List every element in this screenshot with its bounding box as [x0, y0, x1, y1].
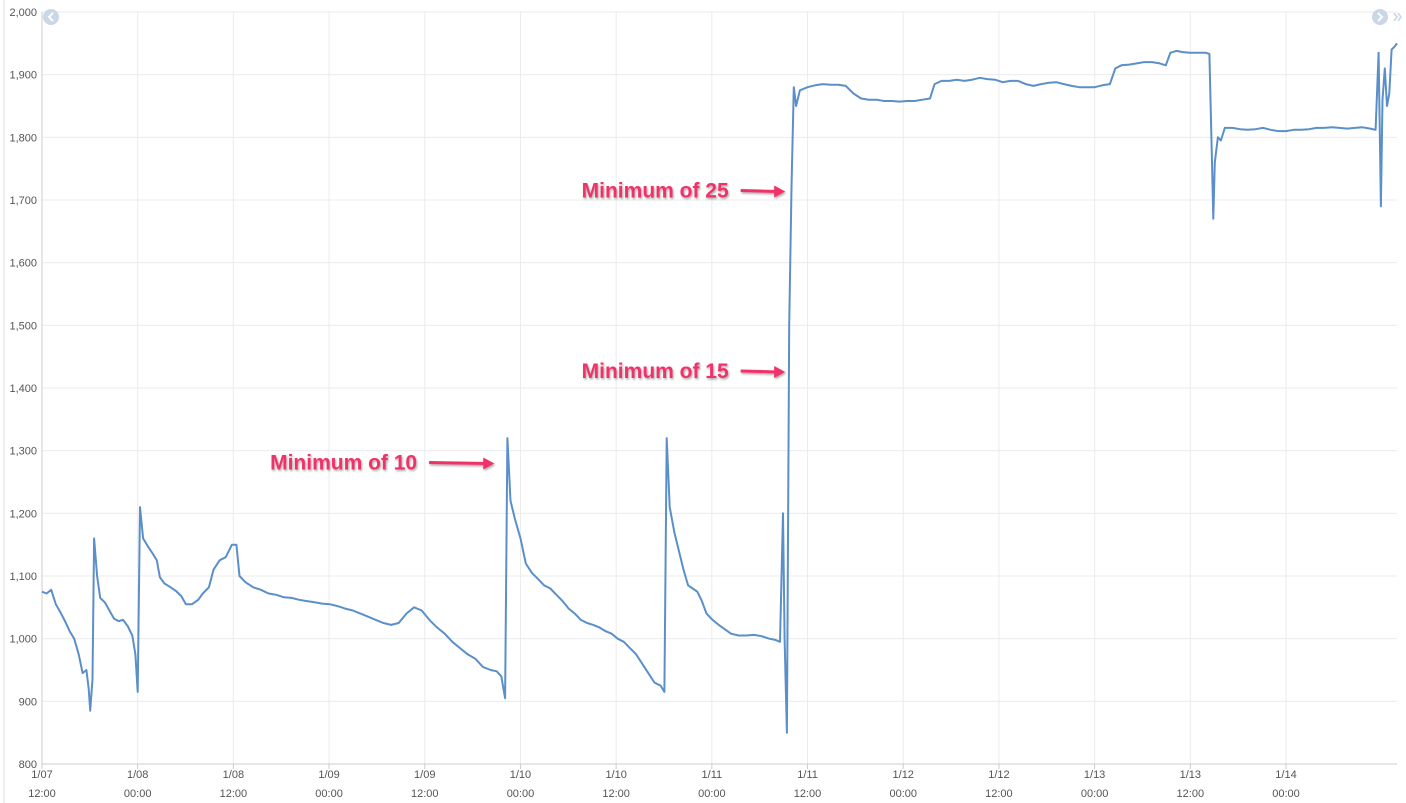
y-tick-label: 1,800: [9, 132, 37, 144]
x-tick-date-label: 1/11: [702, 769, 723, 781]
annotation-layer: Minimum of 10 Minimum of 15 Minimum of 25: [270, 179, 786, 474]
x-tick-time-label: 00:00: [889, 788, 917, 800]
annotation-arrow: [740, 365, 786, 378]
annotation-arrow: [740, 185, 786, 198]
x-tick-date-label: 1/08: [127, 769, 148, 781]
x-tick-time-label: 00:00: [1272, 788, 1300, 800]
y-tick-label: 2,000: [9, 7, 37, 19]
x-tick-time-label: 12:00: [28, 788, 56, 800]
annotation-label: Minimum of 25: [582, 179, 729, 202]
x-tick-date-label: 1/12: [988, 769, 1009, 781]
annotation-arrow: [429, 457, 495, 470]
y-tick-label: 1,000: [9, 634, 37, 646]
annotation-label: Minimum of 15: [582, 360, 729, 383]
x-tick-date-label: 1/11: [797, 769, 818, 781]
x-tick-time-label: 12:00: [794, 788, 822, 800]
chevron-right-icon[interactable]: [1372, 9, 1388, 25]
x-tick-time-label: 00:00: [507, 788, 535, 800]
y-tick-label: 1,900: [9, 70, 37, 82]
x-tick-time-label: 00:00: [315, 788, 343, 800]
y-tick-label: 900: [19, 696, 37, 708]
x-tick-date-label: 1/14: [1275, 769, 1296, 781]
x-tick-date-label: 1/08: [223, 769, 244, 781]
x-tick-time-label: 12:00: [985, 788, 1013, 800]
x-tick-date-label: 1/07: [31, 769, 52, 781]
x-tick-date-label: 1/12: [893, 769, 914, 781]
x-tick-date-label: 1/09: [318, 769, 339, 781]
y-tick-label: 1,200: [9, 508, 37, 520]
y-tick-label: 1,100: [9, 571, 37, 583]
axis-layer: 800 900 1,000 1,100 1,200 1,300 1,400 1,500 1,60…: [3, 0, 1397, 803]
chevron-right-edge-icon[interactable]: [1393, 12, 1402, 22]
x-tick-date-label: 1/10: [510, 769, 531, 781]
x-tick-time-label: 12:00: [220, 788, 248, 800]
x-tick-date-label: 1/13: [1084, 769, 1105, 781]
x-tick-date-label: 1/09: [414, 769, 435, 781]
annotation-label: Minimum of 10: [270, 451, 417, 474]
x-tick-date-label: 1/10: [605, 769, 626, 781]
navigation-layer: [43, 9, 1402, 25]
grid-layer: [41, 11, 1397, 765]
x-tick-time-label: 00:00: [124, 788, 152, 800]
x-tick-time-label: 12:00: [1177, 788, 1205, 800]
y-tick-label: 1,300: [9, 446, 37, 458]
x-tick-time-label: 12:00: [411, 788, 439, 800]
x-tick-date-label: 1/13: [1180, 769, 1201, 781]
y-tick-label: 1,400: [9, 383, 37, 395]
y-tick-label: 800: [19, 759, 37, 771]
series-line: [41, 42, 1398, 734]
series-layer: [41, 42, 1398, 734]
x-tick-time-label: 00:00: [698, 788, 726, 800]
x-tick-time-label: 00:00: [1081, 788, 1109, 800]
chevron-left-icon[interactable]: [43, 9, 59, 25]
y-tick-label: 1,500: [9, 320, 37, 332]
x-tick-time-label: 12:00: [602, 788, 630, 800]
y-tick-label: 1,600: [9, 258, 37, 270]
y-tick-label: 1,700: [9, 195, 37, 207]
